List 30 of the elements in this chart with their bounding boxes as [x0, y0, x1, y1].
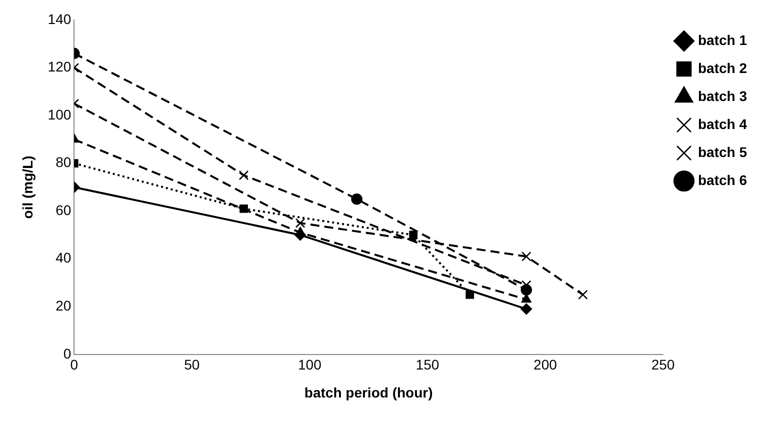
- x-axis-title: batch period (hour): [304, 384, 433, 400]
- point: [520, 303, 532, 315]
- legend-label: batch 5: [698, 144, 748, 160]
- x-tick-label: 50: [184, 356, 200, 373]
- point: [295, 218, 306, 228]
- y-tick-label: 120: [48, 58, 72, 75]
- legend-label: batch 1: [698, 32, 748, 48]
- point: [521, 252, 532, 262]
- point: [240, 204, 248, 213]
- legend-label: batch 4: [698, 116, 748, 132]
- legend-label: batch 2: [698, 60, 748, 76]
- point: [466, 290, 474, 299]
- y-tick-label: 20: [56, 297, 72, 314]
- x-tick-label: 250: [651, 356, 675, 373]
- y-tick-label: 60: [56, 202, 72, 218]
- y-tick-label: 80: [56, 154, 72, 170]
- point: [578, 290, 588, 300]
- y-tick-label: 0: [63, 345, 72, 362]
- x-tick-label: 150: [416, 356, 440, 373]
- point: [351, 193, 362, 205]
- y-tick-label: 40: [56, 250, 72, 266]
- point: [409, 230, 418, 240]
- y-tick-label: 100: [48, 106, 72, 122]
- x-tick-label: 200: [534, 356, 558, 373]
- x-tick-label: 100: [298, 356, 322, 373]
- legend-label: batch 3: [698, 88, 748, 104]
- point: [238, 170, 249, 180]
- legend-label: batch 6: [698, 172, 748, 188]
- y-axis-title: oil (mg/L): [19, 156, 36, 219]
- y-tick-label: 140: [48, 10, 72, 27]
